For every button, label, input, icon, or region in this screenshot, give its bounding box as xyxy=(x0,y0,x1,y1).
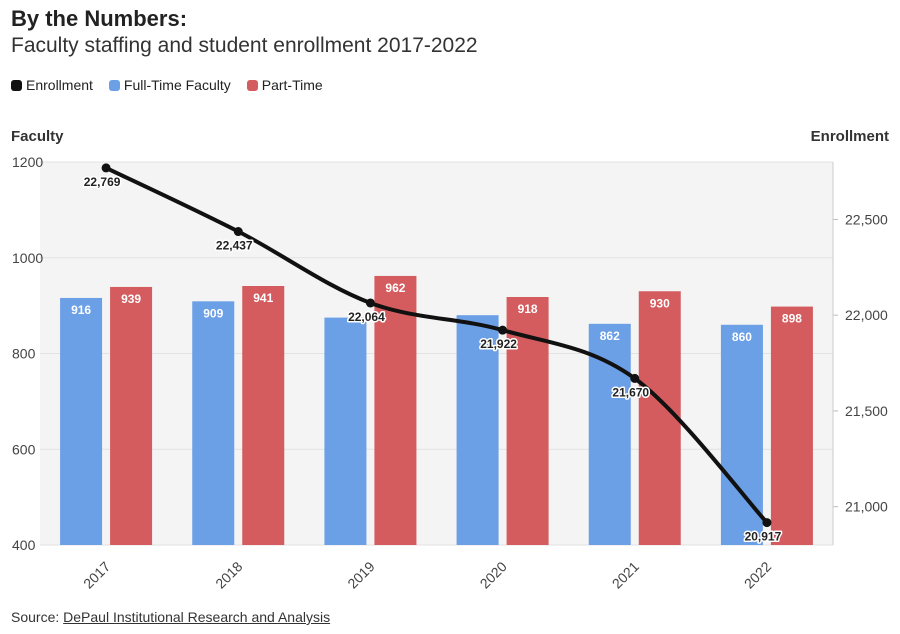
source-link[interactable]: DePaul Institutional Research and Analys… xyxy=(63,609,331,625)
enrollment-point-2019 xyxy=(365,298,375,308)
bar-part-time-2019 xyxy=(374,275,417,545)
bar-full-time-faculty-2017 xyxy=(60,297,103,545)
chart-title: By the Numbers: xyxy=(11,6,188,31)
enrollment-point-2018 xyxy=(233,227,243,237)
bar-full-time-faculty-2018 xyxy=(192,301,235,545)
bar-data-label: 939 xyxy=(121,292,141,306)
right-tick-label: 21,000 xyxy=(845,499,888,515)
left-axis-title: Faculty xyxy=(11,128,64,145)
enrollment-line xyxy=(104,165,769,525)
legend-item-full-time[interactable]: Full-Time Faculty xyxy=(108,77,231,93)
enrollment-point-2017 xyxy=(101,163,111,173)
x-tick-label: 2018 xyxy=(212,558,245,591)
left-tick-label: 800 xyxy=(12,346,36,362)
bar-data-label: 930 xyxy=(650,296,670,310)
left-tick-label: 600 xyxy=(12,441,36,457)
bar-data-label: 909 xyxy=(203,306,223,320)
bar-data-label: 862 xyxy=(600,329,620,343)
x-tick-label: 2021 xyxy=(609,558,642,591)
enrollment-data-label: 20,917 xyxy=(745,530,782,544)
chart-subtitle: Faculty staffing and student enrollment … xyxy=(11,34,478,57)
left-tick-label: 1000 xyxy=(12,250,43,266)
bar-data-label: 916 xyxy=(71,303,91,317)
bar-full-time-faculty-2021 xyxy=(588,323,631,545)
right-tick-label: 21,500 xyxy=(845,403,888,419)
enrollment-point-2020 xyxy=(498,325,508,335)
left-tick-label: 1200 xyxy=(12,154,43,170)
legend-swatch-part-time xyxy=(246,79,258,91)
enrollment-data-label: 22,064 xyxy=(348,310,385,324)
enrollment-data-label: 21,922 xyxy=(480,337,517,351)
enrollment-point-2021 xyxy=(630,373,640,383)
enrollment-data-label: 22,769 xyxy=(84,175,121,189)
bar-part-time-2021 xyxy=(638,291,681,545)
x-tick-label: 2017 xyxy=(80,558,113,591)
x-tick-label: 2022 xyxy=(741,558,774,591)
source-note: Source: DePaul Institutional Research an… xyxy=(11,609,330,625)
legend-label: Full-Time Faculty xyxy=(123,77,231,93)
right-tick-label: 22,000 xyxy=(845,307,888,323)
legend-swatch-full-time xyxy=(108,79,120,91)
source-prefix: Source: xyxy=(11,609,64,625)
bar-data-label: 860 xyxy=(732,330,752,344)
bar-data-label: 962 xyxy=(385,281,405,295)
bar-part-time-2017 xyxy=(110,286,153,545)
right-tick-label: 22,500 xyxy=(845,211,888,227)
legend: Enrollment Full-Time Faculty Part-Time xyxy=(11,77,323,93)
legend-swatch-enrollment xyxy=(11,79,22,91)
bar-part-time-2018 xyxy=(242,285,285,545)
legend-label: Part-Time xyxy=(261,77,323,93)
legend-label: Enrollment xyxy=(26,77,93,93)
right-axis-title: Enrollment xyxy=(810,128,889,145)
enrollment-data-label: 22,437 xyxy=(216,239,253,253)
bar-full-time-faculty-2020 xyxy=(456,315,499,545)
bar-data-label: 941 xyxy=(253,291,273,305)
legend-item-enrollment[interactable]: Enrollment xyxy=(11,77,93,93)
left-tick-label: 400 xyxy=(12,537,36,553)
enrollment-point-2022 xyxy=(762,518,772,528)
bar-data-label: 918 xyxy=(518,302,538,316)
legend-item-part-time[interactable]: Part-Time xyxy=(246,77,323,93)
x-tick-label: 2020 xyxy=(477,558,510,591)
bar-part-time-2022 xyxy=(770,306,813,545)
bar-full-time-faculty-2019 xyxy=(324,317,367,545)
bar-data-label: 898 xyxy=(782,312,802,326)
x-tick-label: 2019 xyxy=(344,558,377,591)
enrollment-data-label: 21,670 xyxy=(612,385,649,399)
